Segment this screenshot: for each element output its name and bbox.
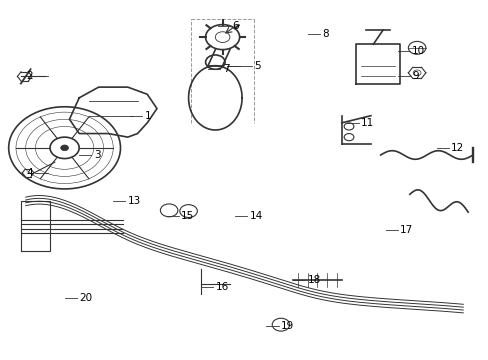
Text: 10: 10 [411,46,425,57]
Text: 20: 20 [79,293,92,303]
Text: 12: 12 [450,143,464,153]
Text: 2: 2 [26,71,33,81]
Text: 19: 19 [281,321,294,332]
Text: 11: 11 [361,118,374,128]
Circle shape [61,145,68,151]
Text: 15: 15 [181,211,194,221]
Text: 3: 3 [94,150,100,160]
Text: 1: 1 [144,111,151,121]
Text: 6: 6 [232,21,239,31]
Text: 17: 17 [399,225,412,235]
Text: 16: 16 [215,282,228,292]
Text: 5: 5 [254,61,260,71]
Text: 9: 9 [411,71,418,81]
Text: 18: 18 [307,275,320,285]
Text: 4: 4 [26,168,33,178]
Text: 14: 14 [249,211,262,221]
Text: 8: 8 [322,28,328,39]
Text: 7: 7 [222,64,229,74]
Text: 13: 13 [127,197,141,206]
